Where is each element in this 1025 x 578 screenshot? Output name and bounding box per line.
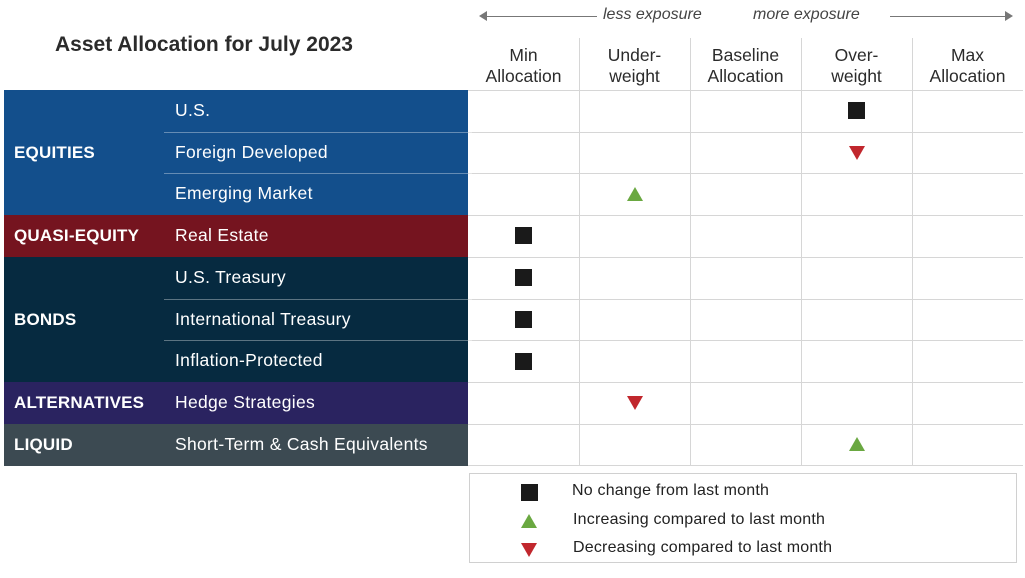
asset-label: Real Estate: [175, 224, 269, 245]
column-header-line1: Baseline: [711, 45, 780, 65]
marker-increasing-triangle-icon: [848, 437, 865, 452]
grid-horizontal-line: [468, 215, 1023, 216]
band-row-divider: [164, 173, 472, 174]
marker-no-change-square-icon: [515, 269, 532, 287]
asset-label: U.S. Treasury: [175, 266, 286, 287]
grid-horizontal-line: [468, 424, 1023, 425]
asset-label: Inflation-Protected: [175, 350, 323, 371]
grid-horizontal-line: [468, 382, 1023, 383]
column-header-3: Over-weight: [801, 45, 912, 87]
column-header-line2: weight: [609, 66, 660, 86]
marker-no-change-square-icon: [515, 352, 532, 370]
marker-no-change-square-icon: [848, 102, 865, 120]
legend-decreasing-label: Decreasing compared to last month: [573, 539, 833, 556]
column-header-line2: weight: [831, 66, 882, 86]
grid-horizontal-line: [468, 173, 1023, 174]
grid-horizontal-line: [468, 132, 1023, 133]
more-exposure-label: more exposure: [753, 6, 860, 23]
category-band-liquid: LIQUID Short-Term & Cash Equivalents: [4, 424, 468, 466]
grid-horizontal-line: [468, 257, 1023, 258]
more-exposure-arrow-icon: [1005, 11, 1013, 21]
more-exposure-arrow-line: [890, 16, 1008, 17]
category-label: QUASI-EQUITY: [14, 225, 140, 245]
category-label: LIQUID: [14, 434, 73, 454]
chart-title: Asset Allocation for July 2023: [55, 33, 353, 56]
column-header-2: Baseline Allocation: [690, 45, 801, 87]
legend-increasing-label: Increasing compared to last month: [573, 511, 826, 528]
marker-decreasing-triangle-icon: [626, 395, 643, 410]
grid-vertical-line: [690, 38, 691, 466]
column-header-line1: Under-: [607, 45, 662, 65]
category-band-alternatives: ALTERNATIVES Hedge Strategies: [4, 382, 468, 424]
category-band-bonds: BONDS U.S. Treasury International Treasury…: [4, 257, 472, 382]
marker-decreasing-triangle-icon: [848, 145, 865, 160]
legend-no-change-square-icon: [521, 484, 538, 501]
grid-vertical-line: [579, 38, 580, 466]
band-row-divider: [164, 132, 472, 133]
asset-label: Short-Term & Cash Equivalents: [175, 433, 428, 454]
asset-label: Foreign Developed: [175, 141, 328, 162]
column-header-line2: Allocation: [485, 66, 562, 86]
legend-decreasing-triangle-icon: [521, 543, 537, 557]
asset-label: International Treasury: [175, 308, 351, 329]
column-header-line1: Min: [509, 45, 538, 65]
category-band-equities: EQUITIES U.S. Foreign Developed Emerging Ma…: [4, 90, 472, 215]
legend-no-change-label: No change from last month: [572, 482, 770, 499]
asset-label: Emerging Market: [175, 183, 313, 204]
legend: No change from last month Increasing com…: [469, 473, 1017, 563]
category-band-quasi-equity: QUASI-EQUITY Real Estate: [4, 215, 468, 257]
grid-vertical-line: [801, 38, 802, 466]
band-row-divider: [164, 299, 472, 300]
grid-horizontal-line: [468, 299, 1023, 300]
grid-horizontal-line: [468, 90, 1023, 91]
marker-increasing-triangle-icon: [626, 187, 643, 202]
grid-horizontal-line: [468, 340, 1023, 341]
less-exposure-arrow-line: [483, 16, 597, 17]
band-row-divider: [164, 340, 472, 341]
legend-increasing-triangle-icon: [521, 514, 537, 528]
column-header-1: Under-weight: [579, 45, 690, 87]
column-header-line1: Over-: [834, 45, 879, 65]
category-label: ALTERNATIVES: [14, 392, 145, 412]
column-header-line2: Allocation: [929, 66, 1006, 86]
asset-label: Hedge Strategies: [175, 391, 316, 412]
marker-no-change-square-icon: [515, 310, 532, 328]
category-label: EQUITIES: [14, 142, 95, 162]
column-header-0: Min Allocation: [468, 45, 579, 87]
grid-vertical-line: [912, 38, 913, 466]
marker-no-change-square-icon: [515, 227, 532, 245]
category-label: BONDS: [14, 309, 77, 329]
column-header-line2: Allocation: [707, 66, 784, 86]
asset-label: U.S.: [175, 99, 211, 120]
column-header-4: Max Allocation: [912, 45, 1023, 87]
column-header-line1: Max: [950, 45, 985, 65]
grid-horizontal-line: [468, 465, 1023, 466]
less-exposure-label: less exposure: [603, 6, 702, 23]
